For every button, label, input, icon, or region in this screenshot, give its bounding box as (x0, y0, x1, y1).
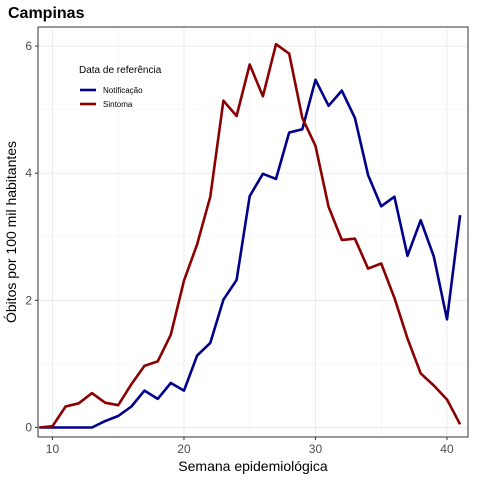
chart-title: Campinas (8, 5, 85, 22)
legend-title: Data de referência (79, 65, 162, 76)
x-tick-label: 30 (309, 442, 323, 456)
grid (38, 27, 468, 437)
series-line-sintoma (39, 42, 462, 429)
legend-label-sintoma: Sintoma (103, 100, 133, 109)
y-axis-title: Óbitos por 100 mil habitantes (3, 141, 19, 323)
y-tick-label: 2 (25, 293, 32, 307)
legend: Data de referência Notificação Sintoma (79, 65, 162, 109)
series-lines (39, 42, 462, 429)
x-tick-label: 40 (440, 442, 454, 456)
y-tick-label: 6 (25, 39, 32, 53)
series-line-notificação (39, 78, 462, 429)
panel-border (37, 26, 469, 438)
y-tick-label: 4 (25, 166, 32, 180)
axis-ticks: 10 20 30 40 0 2 4 6 (25, 39, 454, 456)
x-tick-label: 20 (177, 442, 191, 456)
legend-label-notificação: Notificação (103, 86, 143, 95)
x-tick-label: 10 (46, 442, 60, 456)
x-axis-title: Semana epidemiológica (178, 458, 328, 474)
y-tick-label: 0 (25, 420, 32, 434)
